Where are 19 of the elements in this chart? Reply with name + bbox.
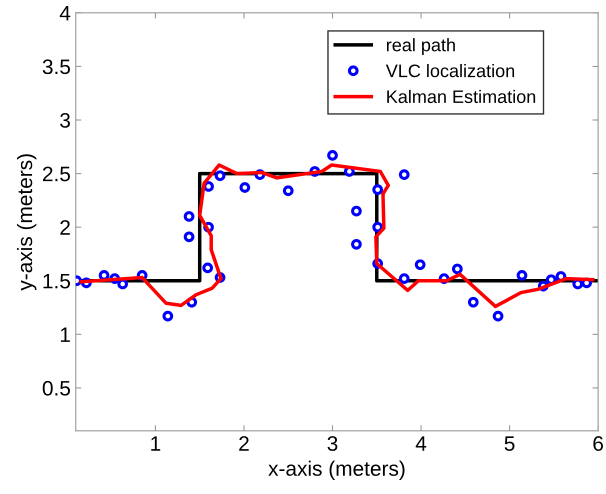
- x-tick-label: 2: [239, 436, 249, 451]
- y-tick-label: 2: [60, 220, 70, 235]
- x-tick-label: 6: [593, 436, 603, 451]
- x-tick-label: 3: [328, 436, 338, 451]
- legend-label: VLC localization: [386, 64, 514, 78]
- y-tick-label: 0.5: [42, 380, 70, 396]
- legend-label: real path: [386, 38, 455, 55]
- x-tick-label: 5: [504, 436, 515, 451]
- x-tick-label: 4: [416, 436, 426, 451]
- x-axis-title: x-axis (meters): [268, 460, 405, 480]
- y-tick-label: 3: [60, 113, 70, 128]
- legend-label: Kalman Estimation: [387, 90, 536, 104]
- y-tick-label: 1.5: [44, 274, 70, 288]
- y-tick-label: 4: [60, 6, 70, 20]
- y-tick-label: 3.5: [42, 59, 70, 74]
- y-axis-title: y-axis (meters): [16, 154, 36, 291]
- x-tick-label: 1: [151, 436, 160, 451]
- y-tick-label: 1: [60, 328, 70, 342]
- y-tick-label: 2.5: [42, 166, 70, 182]
